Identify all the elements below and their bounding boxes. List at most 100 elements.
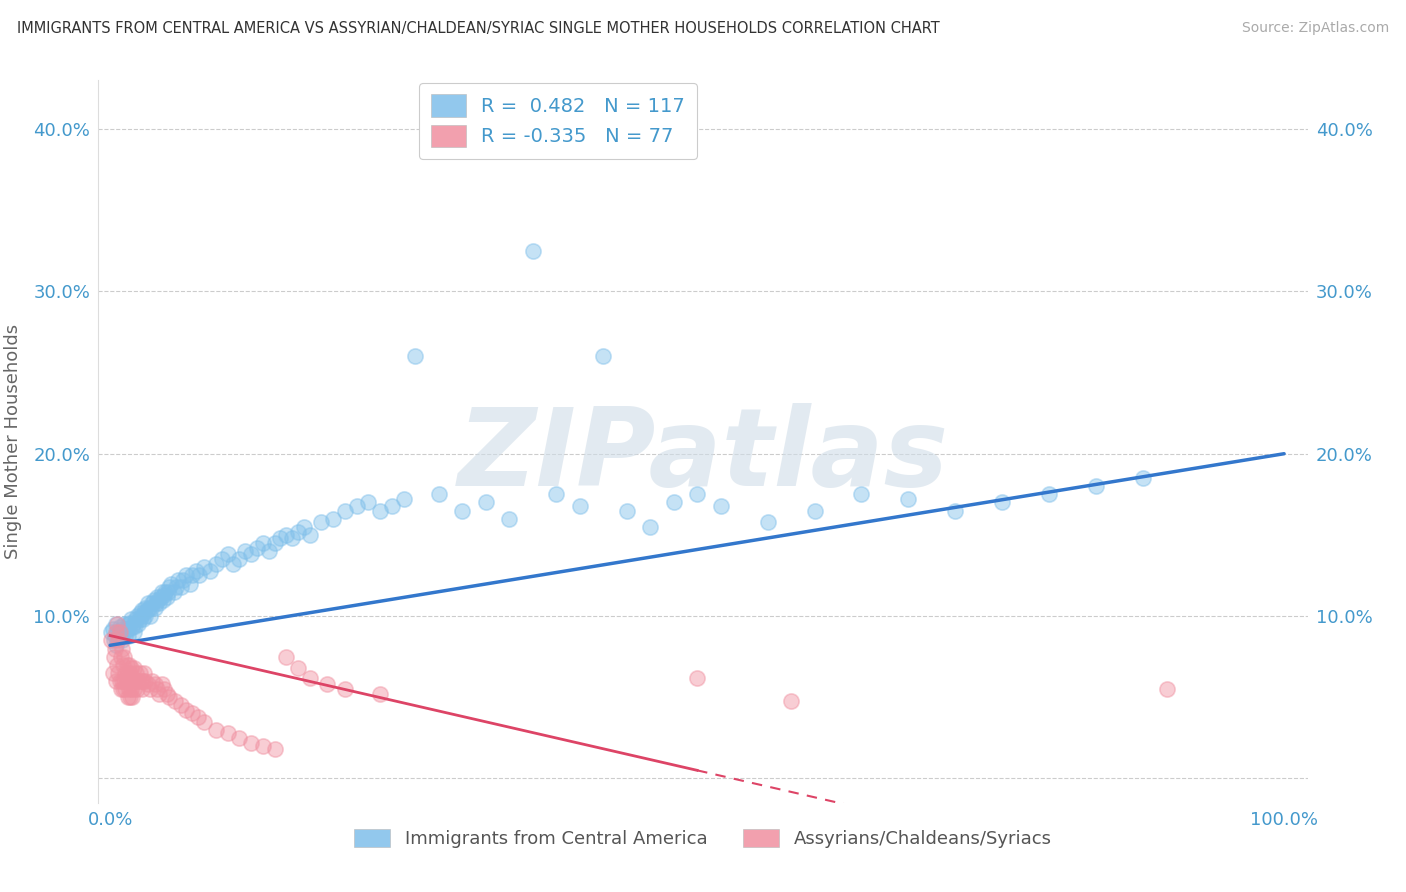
Point bbox=[101, 665, 124, 680]
Point bbox=[176, 703, 198, 717]
Point bbox=[114, 665, 136, 680]
Point bbox=[104, 629, 127, 643]
Point bbox=[117, 617, 139, 632]
Point bbox=[427, 487, 450, 501]
Point bbox=[198, 564, 221, 578]
Point bbox=[141, 673, 163, 688]
Point bbox=[149, 590, 172, 604]
Point bbox=[357, 495, 380, 509]
Point bbox=[114, 629, 136, 643]
Point bbox=[160, 576, 183, 591]
Point bbox=[148, 596, 170, 610]
Point bbox=[292, 520, 315, 534]
Point bbox=[276, 528, 298, 542]
Point bbox=[498, 511, 520, 525]
Point bbox=[108, 625, 131, 640]
Point bbox=[105, 617, 128, 632]
Point bbox=[105, 625, 128, 640]
Point bbox=[105, 657, 128, 672]
Point bbox=[111, 633, 134, 648]
Point bbox=[153, 682, 176, 697]
Text: ZIPatlas: ZIPatlas bbox=[457, 403, 949, 509]
Point bbox=[103, 633, 125, 648]
Point bbox=[298, 528, 321, 542]
Point bbox=[451, 503, 474, 517]
Point bbox=[143, 601, 166, 615]
Point bbox=[252, 536, 274, 550]
Point bbox=[120, 615, 142, 630]
Point bbox=[803, 503, 825, 517]
Point bbox=[287, 524, 309, 539]
Point bbox=[592, 349, 614, 363]
Point bbox=[298, 671, 321, 685]
Point bbox=[122, 625, 145, 640]
Point bbox=[167, 574, 190, 588]
Point bbox=[404, 349, 426, 363]
Point bbox=[257, 544, 280, 558]
Point bbox=[181, 706, 204, 721]
Point bbox=[108, 673, 131, 688]
Point bbox=[156, 584, 179, 599]
Point bbox=[110, 630, 132, 644]
Legend: Immigrants from Central America, Assyrians/Chaldeans/Syriacs: Immigrants from Central America, Assyria… bbox=[347, 822, 1059, 855]
Point bbox=[100, 633, 122, 648]
Point bbox=[181, 568, 204, 582]
Point bbox=[228, 552, 250, 566]
Point bbox=[780, 693, 803, 707]
Point bbox=[107, 665, 129, 680]
Point bbox=[105, 625, 128, 640]
Point bbox=[163, 693, 186, 707]
Point bbox=[100, 625, 122, 640]
Point bbox=[269, 531, 291, 545]
Point bbox=[146, 682, 169, 697]
Point bbox=[145, 596, 167, 610]
Point bbox=[346, 499, 368, 513]
Point bbox=[104, 641, 127, 656]
Point bbox=[138, 601, 160, 615]
Point bbox=[211, 552, 233, 566]
Point bbox=[121, 690, 143, 705]
Point bbox=[686, 671, 709, 685]
Point bbox=[146, 590, 169, 604]
Point bbox=[108, 620, 131, 634]
Point bbox=[120, 665, 142, 680]
Point bbox=[136, 596, 159, 610]
Point bbox=[662, 495, 685, 509]
Point bbox=[153, 588, 176, 602]
Point bbox=[322, 511, 344, 525]
Point bbox=[134, 665, 156, 680]
Point bbox=[139, 609, 162, 624]
Point bbox=[139, 682, 162, 697]
Point bbox=[155, 590, 177, 604]
Point bbox=[122, 682, 145, 697]
Point bbox=[132, 673, 155, 688]
Point bbox=[368, 687, 391, 701]
Point bbox=[263, 536, 285, 550]
Point bbox=[118, 657, 141, 672]
Point bbox=[1085, 479, 1108, 493]
Point bbox=[240, 548, 263, 562]
Point bbox=[118, 622, 141, 636]
Point bbox=[157, 580, 180, 594]
Point bbox=[568, 499, 591, 513]
Point bbox=[228, 731, 250, 745]
Point bbox=[112, 617, 135, 632]
Point bbox=[112, 657, 135, 672]
Point bbox=[263, 742, 285, 756]
Point bbox=[120, 612, 142, 626]
Point bbox=[117, 665, 139, 680]
Point bbox=[127, 617, 149, 632]
Point bbox=[115, 657, 138, 672]
Point bbox=[281, 531, 304, 545]
Point bbox=[193, 714, 215, 729]
Point bbox=[124, 619, 146, 633]
Point bbox=[217, 548, 239, 562]
Point bbox=[121, 620, 143, 634]
Point bbox=[217, 726, 239, 740]
Point bbox=[233, 544, 256, 558]
Point bbox=[124, 673, 146, 688]
Point bbox=[107, 629, 129, 643]
Point bbox=[381, 499, 404, 513]
Point bbox=[122, 615, 145, 630]
Point bbox=[115, 622, 138, 636]
